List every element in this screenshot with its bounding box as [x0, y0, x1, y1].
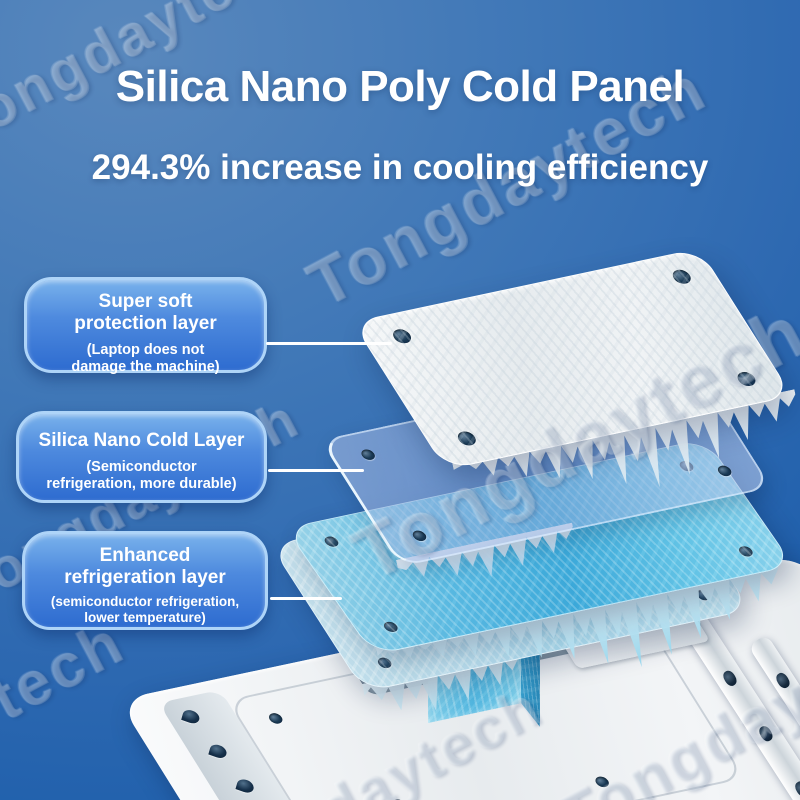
callout-title-line: protection layer [74, 313, 217, 335]
callout-title-line: Silica Nano Cold Layer [38, 430, 245, 451]
callout-title-line: refrigeration layer [64, 567, 226, 589]
callout-line-1 [266, 342, 392, 345]
callout-title-line: Enhanced [99, 545, 191, 566]
screw-hole [322, 535, 341, 549]
page-title: Silica Nano Poly Cold Panel [115, 62, 685, 111]
watermark-text: Tongdaytech [0, 607, 137, 800]
rail-hole [756, 723, 775, 744]
callout-note-line: damage the machine) [71, 358, 220, 375]
vent-hole [208, 742, 228, 761]
screw-hole [670, 268, 695, 286]
page-subtitle: 294.3% increase in cooling efficiency [91, 148, 709, 187]
screw-hole [410, 529, 429, 542]
screw-hole [715, 464, 734, 478]
callout-note-line: (Laptop does not [86, 342, 205, 359]
callout-note-line: (semiconductor refrigeration, [50, 594, 240, 610]
vent-hole [235, 777, 256, 796]
vent-hole [181, 707, 201, 726]
screw-hole [734, 370, 760, 388]
callout-soft-protection-layer: Super soft protection layer (Laptop does… [24, 277, 267, 375]
screw-hole [455, 430, 480, 448]
rail-hole [720, 668, 739, 689]
screw-hole [381, 621, 400, 634]
rail-hole [773, 670, 792, 691]
callout-line-2 [268, 469, 364, 472]
callout-silica-nano-cold-layer: Silica Nano Cold Layer (Semiconductor re… [16, 411, 267, 503]
screw-hole [390, 328, 415, 345]
callout-title-line: Super soft [98, 291, 193, 312]
screw-hole [694, 588, 713, 602]
screw-hole [737, 545, 756, 558]
callout-enhanced-refrigeration-layer: Enhanced refrigeration layer (semiconduc… [22, 531, 268, 630]
screw-hole [359, 447, 378, 461]
callout-line-3 [270, 597, 342, 600]
rail-hole [792, 779, 800, 799]
callout-note-line: (Semiconductor [86, 459, 197, 476]
callout-note-line: lower temperature) [84, 609, 206, 625]
callout-note-line: refrigeration, more durable) [46, 475, 237, 492]
screw-hole [375, 656, 394, 670]
